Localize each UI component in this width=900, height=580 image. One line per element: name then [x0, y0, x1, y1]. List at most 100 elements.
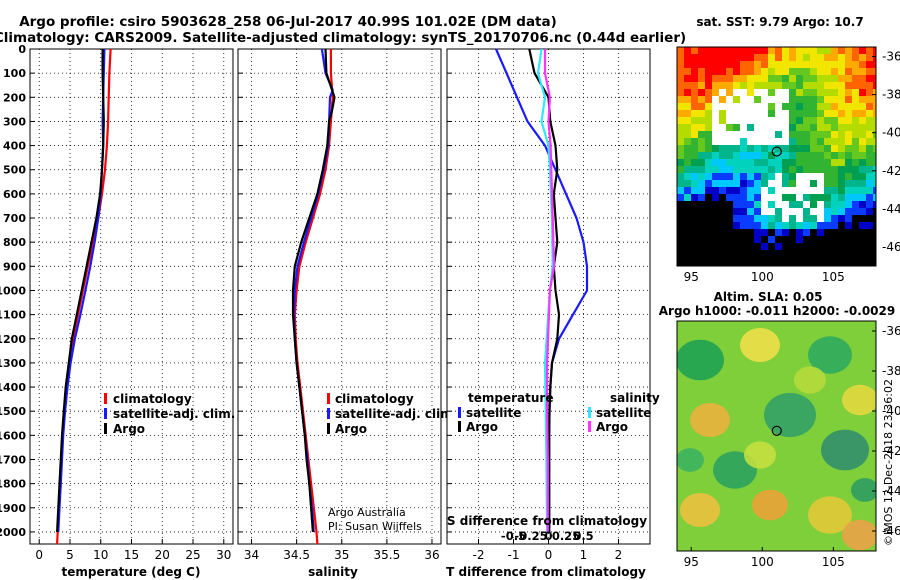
sst-cell: [866, 264, 873, 266]
sst-cell: [698, 159, 705, 166]
legend-label-s-argo: Argo: [596, 420, 628, 434]
sst-cell: [677, 180, 684, 187]
depth-tick-label: 1100: [0, 309, 26, 322]
sst-cell: [712, 89, 719, 96]
sst-cell: [859, 222, 866, 229]
sst-cell: [775, 215, 782, 222]
sst-cell: [712, 61, 719, 68]
lon-tick-label: 100: [751, 555, 774, 569]
sst-cell: [838, 194, 845, 201]
legend-label-t-argo: Argo: [466, 420, 498, 434]
sst-cell: [852, 222, 859, 229]
legend-swatch-s-satellite: [588, 407, 591, 418]
sst-cell: [754, 159, 761, 166]
sst-cell: [845, 243, 852, 250]
sst-cell: [831, 264, 838, 266]
sst-cell: [677, 215, 684, 222]
sst-cell: [747, 201, 754, 208]
sst-cell: [873, 201, 876, 208]
sst-cell: [677, 96, 684, 103]
sst-cell: [824, 117, 831, 124]
sst-cell: [733, 222, 740, 229]
sst-cell: [761, 54, 768, 61]
sst-cell: [684, 68, 691, 75]
depth-tick-label: 800: [3, 236, 26, 249]
sst-cell: [705, 180, 712, 187]
salinity-diff-tick-label: -0.5: [501, 529, 526, 543]
sst-cell: [810, 264, 817, 266]
sst-cell: [845, 124, 852, 131]
sst-cell: [768, 187, 775, 194]
depth-tick-label: 1800: [0, 478, 26, 491]
sst-cell: [705, 152, 712, 159]
depth-tick-label: 200: [3, 91, 26, 104]
sst-cell: [789, 194, 796, 201]
sst-cell: [733, 152, 740, 159]
sst-cell: [824, 236, 831, 243]
sst-cell: [831, 257, 838, 264]
sst-cell: [691, 54, 698, 61]
sst-cell: [761, 61, 768, 68]
sst-cell: [782, 229, 789, 236]
sst-cell: [852, 201, 859, 208]
sst-cell: [838, 75, 845, 82]
sst-cell: [782, 82, 789, 89]
sst-cell: [719, 229, 726, 236]
sst-cell: [824, 138, 831, 145]
sst-cell: [824, 264, 831, 266]
legend-swatch-argo: [327, 423, 330, 434]
sst-cell: [677, 173, 684, 180]
sst-cell: [684, 194, 691, 201]
sst-cell: [684, 229, 691, 236]
sst-cell: [852, 243, 859, 250]
legend-title-temperature: temperature: [468, 391, 553, 405]
sst-cell: [691, 61, 698, 68]
sst-cell: [740, 264, 747, 266]
sst-cell: [803, 152, 810, 159]
sst-cell: [761, 236, 768, 243]
sst-cell: [691, 166, 698, 173]
sla-map-panel: Altim. SLA: 0.05 Argo h1000: -0.011 h200…: [659, 290, 900, 569]
sst-cell: [873, 61, 876, 68]
sst-cell: [691, 145, 698, 152]
sst-cell: [866, 54, 873, 61]
sst-cell: [768, 201, 775, 208]
sst-cell: [691, 243, 698, 250]
difference-legend: temperature salinity satellite Argo sate…: [458, 391, 660, 434]
sst-cell: [691, 215, 698, 222]
sst-cell: [684, 47, 691, 54]
sst-cell: [705, 110, 712, 117]
sst-cell: [852, 250, 859, 257]
sst-cell: [796, 47, 803, 54]
sst-cell: [740, 68, 747, 75]
sst-cell: [719, 194, 726, 201]
sst-cell: [677, 194, 684, 201]
sst-cell: [838, 68, 845, 75]
sst-cell: [747, 47, 754, 54]
sst-cell: [824, 159, 831, 166]
sst-cell: [789, 89, 796, 96]
depth-axis: 0 100 200 300 400 500 600 700 800 900 1000 1100 1200…: [0, 43, 26, 539]
sst-cell: [691, 89, 698, 96]
sst-cell: [684, 124, 691, 131]
sst-cell: [754, 257, 761, 264]
sst-cell: [691, 257, 698, 264]
sst-cell: [747, 82, 754, 89]
sst-cell: [677, 222, 684, 229]
sst-cell: [705, 166, 712, 173]
sst-cell: [726, 166, 733, 173]
sst-cell: [824, 61, 831, 68]
sst-cell: [698, 215, 705, 222]
legend-label-argo: Argo: [335, 422, 367, 436]
sst-cell: [684, 145, 691, 152]
sst-cell: [817, 117, 824, 124]
sst-cell: [789, 250, 796, 257]
sst-cell: [838, 138, 845, 145]
sst-cell: [719, 166, 726, 173]
sst-cell: [747, 194, 754, 201]
sst-cell: [705, 68, 712, 75]
sla-map-ticks: -36 -38 -40 -42 -44 -46 95 100 105: [684, 324, 900, 569]
sst-cell: [852, 131, 859, 138]
sst-cell: [691, 82, 698, 89]
depth-tick-label: 1700: [0, 453, 26, 466]
